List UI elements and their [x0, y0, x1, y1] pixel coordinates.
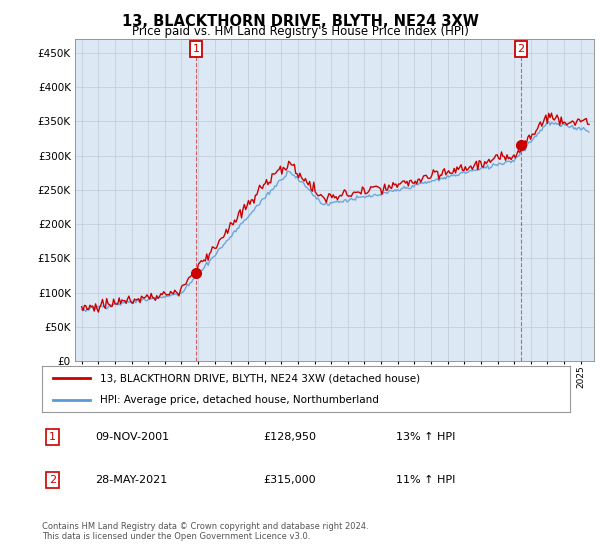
Text: 2: 2	[517, 44, 524, 54]
Text: 28-MAY-2021: 28-MAY-2021	[95, 475, 167, 485]
Text: Price paid vs. HM Land Registry's House Price Index (HPI): Price paid vs. HM Land Registry's House …	[131, 25, 469, 38]
Text: 13% ↑ HPI: 13% ↑ HPI	[396, 432, 455, 442]
Text: 13, BLACKTHORN DRIVE, BLYTH, NE24 3XW (detached house): 13, BLACKTHORN DRIVE, BLYTH, NE24 3XW (d…	[100, 373, 420, 383]
Text: 09-NOV-2001: 09-NOV-2001	[95, 432, 169, 442]
Text: 1: 1	[49, 432, 56, 442]
Text: 1: 1	[193, 44, 200, 54]
Text: £128,950: £128,950	[264, 432, 317, 442]
Text: 11% ↑ HPI: 11% ↑ HPI	[396, 475, 455, 485]
Text: 2: 2	[49, 475, 56, 485]
Text: £315,000: £315,000	[264, 475, 316, 485]
Text: 13, BLACKTHORN DRIVE, BLYTH, NE24 3XW: 13, BLACKTHORN DRIVE, BLYTH, NE24 3XW	[122, 14, 478, 29]
Text: HPI: Average price, detached house, Northumberland: HPI: Average price, detached house, Nort…	[100, 395, 379, 405]
Text: Contains HM Land Registry data © Crown copyright and database right 2024.
This d: Contains HM Land Registry data © Crown c…	[42, 522, 368, 542]
